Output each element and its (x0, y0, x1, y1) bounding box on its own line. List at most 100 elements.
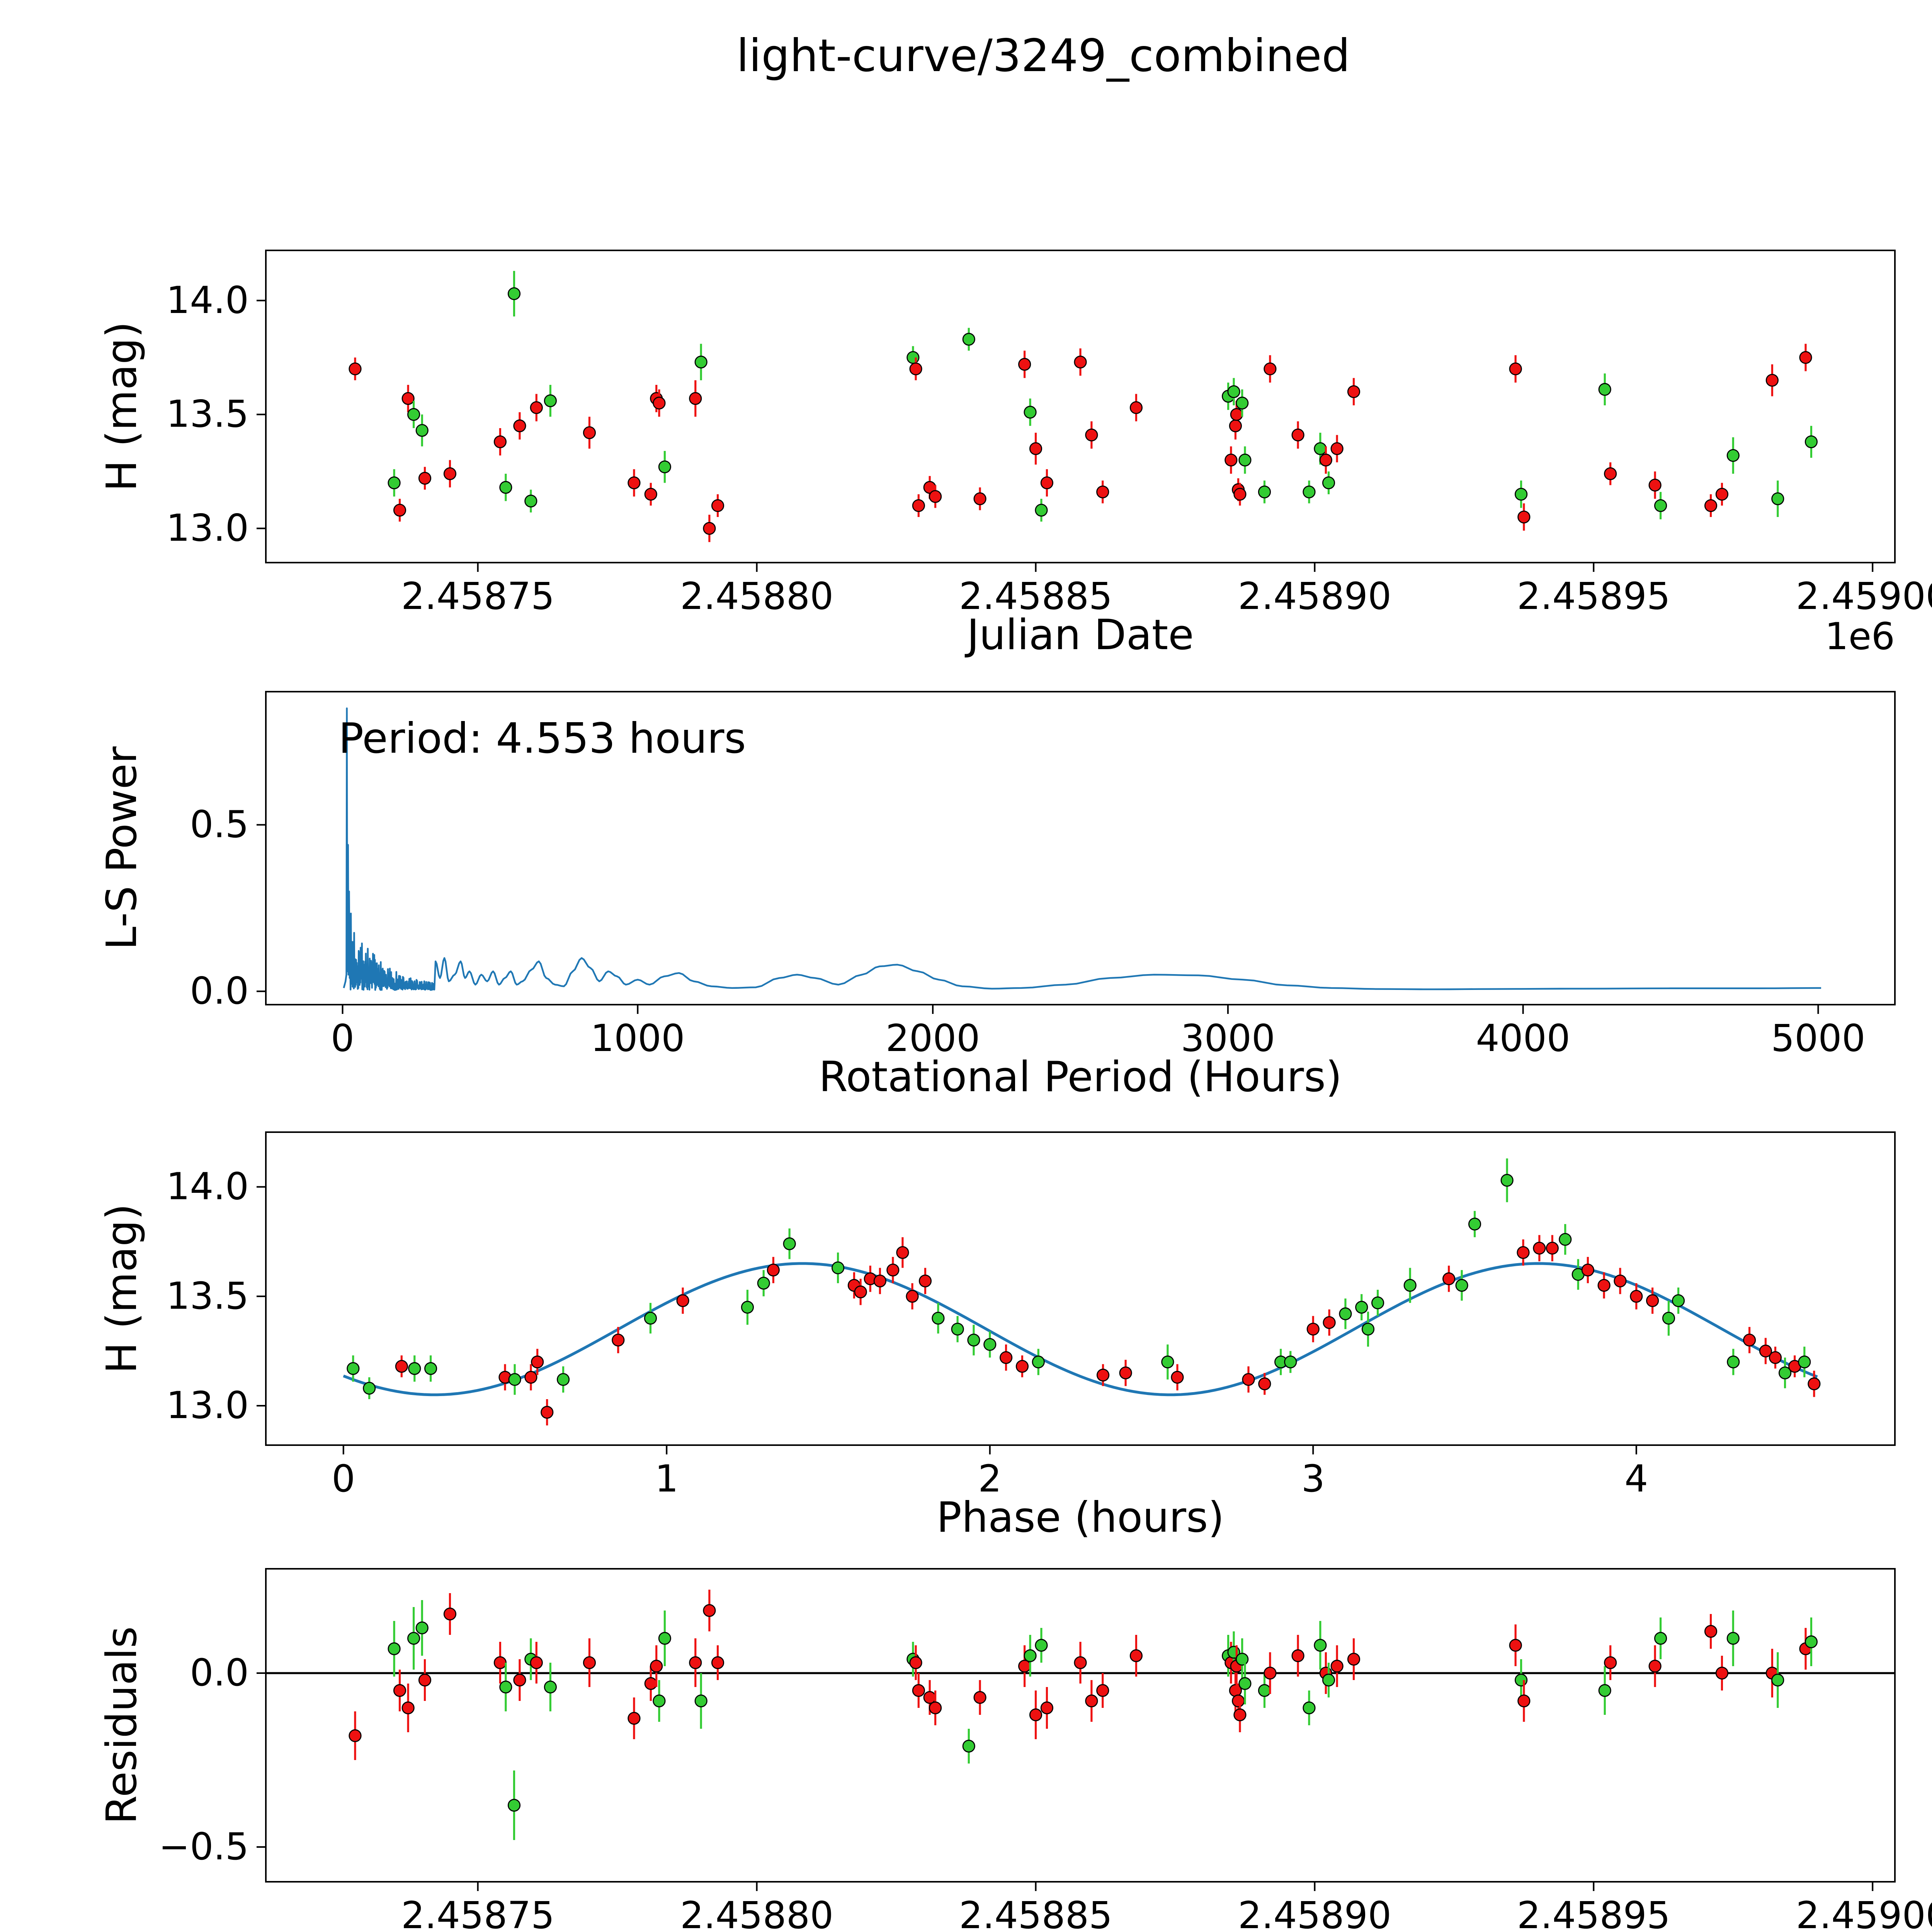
data-point-red (912, 1684, 925, 1697)
data-point-red (909, 362, 922, 376)
data-point-red (1018, 358, 1031, 371)
data-point-red (401, 392, 415, 405)
data-point-red (1517, 1246, 1530, 1259)
data-point-red (1264, 362, 1277, 376)
data-point-green (363, 1382, 376, 1395)
data-point-green (1024, 406, 1037, 419)
x-tick-label: 2.45900 (1796, 575, 1932, 618)
data-point-red (418, 1673, 432, 1687)
data-point-red (541, 1406, 554, 1419)
x-axis-label: Rotational Period (Hours) (819, 1053, 1342, 1101)
data-point-green (658, 1632, 671, 1645)
data-point-red (1096, 1684, 1109, 1697)
data-point-red (530, 1656, 543, 1669)
data-point-red (1029, 442, 1043, 455)
data-point-red (1581, 1264, 1594, 1277)
x-tick-label: 2.45875 (401, 1894, 554, 1932)
data-point-red (1232, 1694, 1245, 1708)
data-point-red (653, 396, 666, 410)
x-tick-label: 4 (1624, 1457, 1648, 1500)
data-point-red (1648, 1660, 1662, 1673)
data-point-red (1319, 453, 1332, 467)
data-point-green (1672, 1294, 1685, 1307)
data-point-red (1018, 1660, 1031, 1673)
data-point-red (1808, 1377, 1821, 1390)
panel-phase-curve: 0 1 2 3 4 13.0 13.5 14.0 Phase (hours) H (mag) (98, 1131, 1896, 1542)
data-point-red (393, 1684, 406, 1697)
data-point-green (1804, 435, 1818, 449)
data-point-green (1236, 1653, 1249, 1666)
x-tick-label: 2.45885 (959, 1894, 1112, 1932)
data-point-red (1614, 1274, 1627, 1287)
data-point-red (1230, 408, 1243, 421)
data-point-green (499, 481, 512, 494)
data-point-green (1024, 1649, 1037, 1662)
data-point-green (1798, 1355, 1811, 1369)
data-point-green (1032, 1355, 1045, 1369)
data-point-red (1323, 1316, 1336, 1329)
data-point-red (1799, 351, 1812, 364)
x-tick-label: 1000 (590, 1017, 685, 1060)
data-point-red (896, 1246, 909, 1259)
data-point-red (918, 1274, 932, 1287)
data-point-red (1085, 1694, 1098, 1708)
data-point-red (1646, 1294, 1659, 1307)
y-axis-label: Residuals (98, 1626, 146, 1824)
data-point-green (1515, 488, 1528, 501)
data-point-green (507, 1799, 521, 1812)
data-point-green (1361, 1323, 1375, 1336)
data-point-green (1515, 1673, 1528, 1687)
data-point-green (407, 1632, 420, 1645)
data-point-green (1771, 492, 1784, 505)
data-point-red (1442, 1272, 1456, 1286)
data-point-green (1654, 499, 1667, 512)
data-point-red (1233, 488, 1247, 501)
data-point-red (1509, 1639, 1522, 1652)
data-point-green (1468, 1218, 1481, 1231)
data-point-red (854, 1285, 867, 1299)
y-tick-label: 13.0 (166, 1384, 249, 1427)
sine-fit-line (343, 1262, 1818, 1396)
data-point-green (556, 1373, 570, 1386)
x-tick-label: 1 (655, 1457, 679, 1500)
data-point-red (1330, 442, 1344, 455)
data-point-green (524, 495, 537, 508)
x-tick-label: 3 (1301, 1457, 1325, 1500)
data-point-green (644, 1311, 657, 1325)
data-point-green (1598, 1684, 1611, 1697)
data-point-red (1096, 485, 1109, 498)
tick-marks: 2.45875 2.45880 2.45885 2.45890 2.45895 2.459… (166, 279, 1932, 618)
scatter-series (349, 271, 1818, 542)
data-point-red (1330, 1660, 1344, 1673)
data-point-red (493, 435, 507, 449)
y-tick-label: 13.5 (166, 1274, 249, 1318)
data-point-red (1171, 1371, 1184, 1384)
data-point-red (628, 476, 641, 490)
data-point-red (443, 467, 457, 480)
scatter-series (349, 1590, 1818, 1840)
data-point-red (513, 1673, 526, 1687)
data-point-red (1096, 1369, 1110, 1382)
x-tick-label: 2.45880 (680, 1894, 833, 1932)
data-point-red (393, 503, 406, 517)
data-point-red (711, 499, 724, 512)
y-tick-label: 14.0 (166, 1165, 249, 1208)
data-point-green (1598, 383, 1611, 396)
data-point-red (676, 1294, 689, 1307)
data-point-red (1648, 478, 1662, 492)
data-point-green (388, 1642, 401, 1655)
data-point-red (583, 1656, 596, 1669)
x-tick-label: 2.45885 (959, 575, 1112, 618)
data-point-red (1347, 385, 1361, 398)
data-point-green (544, 1680, 557, 1694)
data-layer: 2.45875 2.45880 2.45885 2.45890 2.45895 2.459… (159, 1590, 1932, 1932)
data-point-red (395, 1360, 408, 1373)
data-point-red (650, 1660, 663, 1673)
data-point-red (1229, 419, 1242, 432)
data-point-red (349, 1729, 362, 1742)
data-point-green (653, 1694, 666, 1708)
tick-marks: 0 1000 2000 3000 4000 5000 0.0 0.5 (190, 803, 1865, 1060)
data-point-red (1630, 1290, 1643, 1303)
data-point-green (415, 424, 429, 437)
